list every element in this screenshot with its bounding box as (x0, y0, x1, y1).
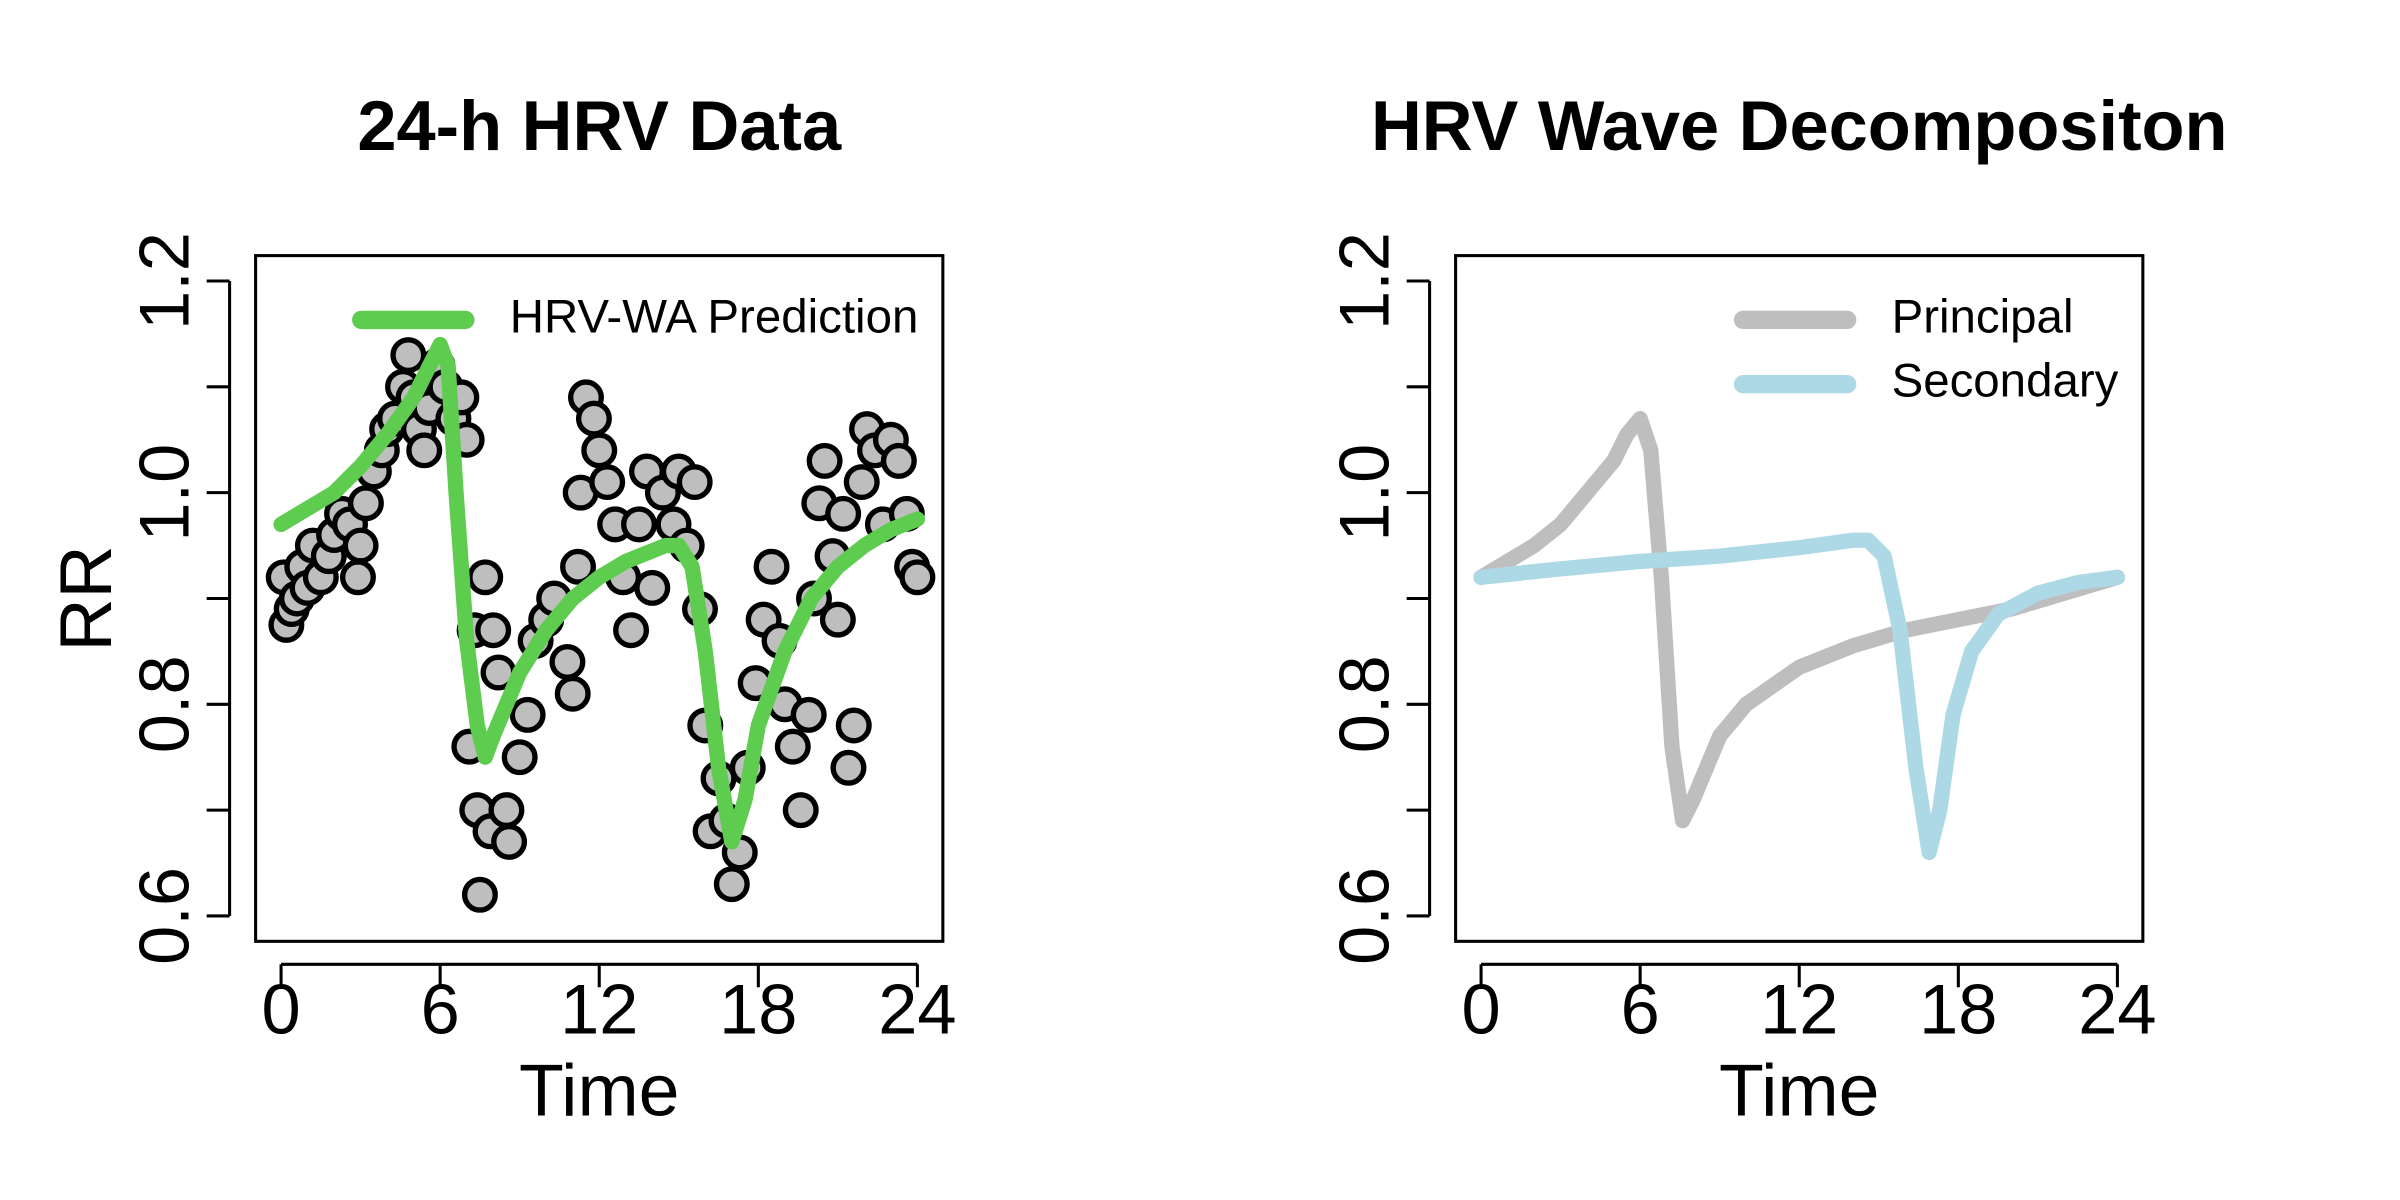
x-tick-label: 12 (1760, 969, 1838, 1048)
y-tick-label: 0.8 (124, 655, 203, 753)
data-point (491, 823, 528, 860)
data-point (461, 876, 498, 913)
x-tick-label: 24 (2078, 969, 2156, 1048)
legend-label: Secondary (1892, 355, 2119, 408)
x-tick-label: 18 (719, 969, 797, 1048)
data-point (575, 400, 612, 437)
series-line (1473, 532, 2126, 861)
x-axis-label: Time (1719, 1048, 1880, 1131)
y-tick-label: 0.6 (124, 867, 203, 965)
data-point (475, 612, 512, 649)
data-point (774, 728, 811, 765)
data-point (342, 527, 379, 564)
data-point (554, 675, 591, 712)
data-point (509, 696, 546, 733)
y-tick-label: 0.8 (1324, 655, 1403, 753)
data-point (753, 548, 790, 585)
y-tick-label: 0.6 (1324, 867, 1403, 965)
data-point (560, 548, 597, 585)
data-point (880, 442, 917, 479)
plot-box (1454, 254, 2145, 943)
data-point (843, 464, 880, 501)
x-tick-label: 0 (261, 969, 300, 1048)
data-point (806, 442, 843, 479)
data-point (634, 569, 671, 606)
x-tick-label: 6 (1621, 969, 1660, 1048)
data-point (830, 749, 867, 786)
data-point (613, 612, 650, 649)
x-tick-label: 6 (421, 969, 460, 1048)
data-point (790, 696, 827, 733)
x-tick-label: 0 (1461, 969, 1500, 1048)
data-point (390, 337, 427, 374)
data-point (782, 792, 819, 829)
y-axis-label: RR (44, 545, 127, 651)
data-point (713, 866, 750, 903)
data-point (835, 707, 872, 744)
legend-label: HRV-WA Prediction (510, 290, 919, 343)
x-tick-label: 24 (878, 969, 956, 1048)
data-point (347, 485, 384, 522)
data-point (467, 559, 504, 596)
legend: Principal Secondary (1733, 290, 2119, 408)
y-tick-label: 1.0 (1324, 444, 1403, 542)
data-point (406, 432, 443, 469)
data-point (549, 643, 586, 680)
chart-panel: 24-h HRV Data 0 6 12 18 24 Time 0.6 0.8 1.0 1.2 RR H… (44, 86, 956, 1131)
data-point (581, 432, 618, 469)
data-point (339, 559, 376, 596)
data-point (501, 739, 538, 776)
x-tick-label: 12 (560, 969, 638, 1048)
data-point (819, 601, 856, 638)
series-line (1473, 410, 2126, 829)
data-point (899, 559, 936, 596)
plot-box (254, 254, 945, 943)
y-tick-label: 1.2 (1324, 232, 1403, 330)
chart-title: HRV Wave Decompositon (1371, 86, 2228, 165)
series-line (273, 336, 926, 850)
data-point (488, 792, 525, 829)
chart-title: 24-h HRV Data (357, 86, 842, 165)
y-tick-label: 1.2 (124, 232, 203, 330)
data-point (589, 464, 626, 501)
y-axis-label: RR (44, 545, 127, 651)
x-tick-label: 18 (1919, 969, 1997, 1048)
data-point (825, 495, 862, 532)
chart-panel: HRV Wave Decompositon 0 6 12 18 24 Time 0.6 0.8 1… (44, 86, 2227, 1131)
y-tick-label: 1.0 (124, 444, 203, 542)
legend-label: Principal (1892, 290, 2074, 343)
legend: HRV-WA Prediction (352, 290, 919, 343)
data-point (676, 464, 713, 501)
x-axis-label: Time (519, 1048, 680, 1131)
data-point (621, 506, 657, 543)
